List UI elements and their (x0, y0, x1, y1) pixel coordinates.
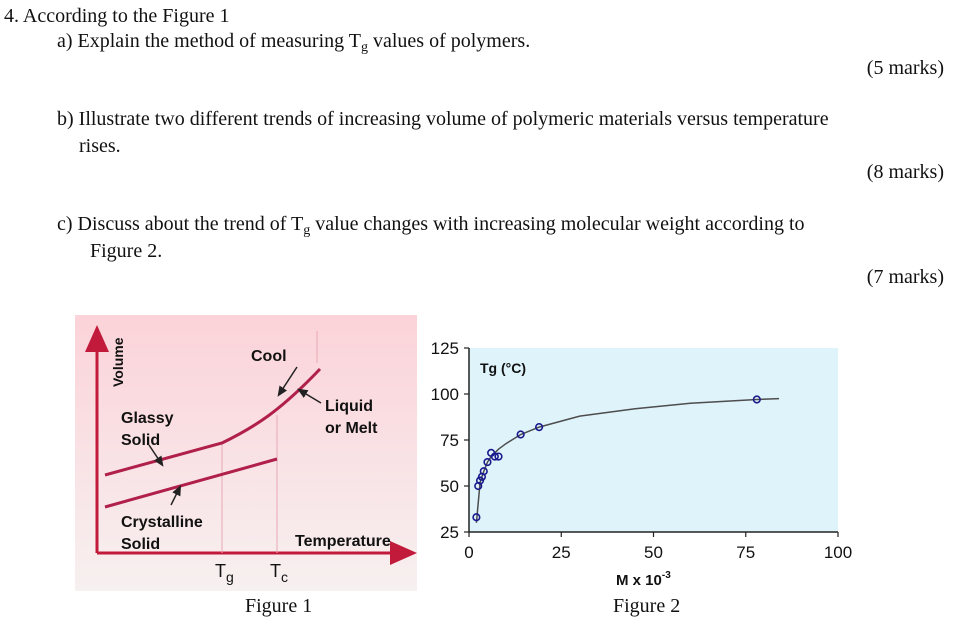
figure2-data-point (535, 423, 544, 432)
figure2-x-tick-label: 50 (644, 543, 663, 562)
figure1-tg-main: T (215, 561, 226, 581)
figure2-y-tick-label: 25 (440, 523, 459, 542)
question-a: a) Explain the method of measuring Tg va… (57, 31, 530, 55)
question-a-sub: g (361, 40, 368, 55)
figure1-tg-label: Tg (215, 561, 234, 585)
figure1-crystalline-line (104, 457, 278, 509)
figure1-volume-label: Volume (110, 337, 126, 387)
figure2-chart: 25 50 75 100 125 0 25 50 75 100 Tg (°C) M x 10-3 (431, 339, 853, 589)
question-c-pre: c) Discuss about the trend of T (57, 213, 304, 235)
question-b-line2: rises. (79, 135, 121, 157)
figure1-crystalline-label-2: Solid (121, 536, 160, 553)
figure1-tc-main: T (270, 561, 281, 581)
figure2-x-label: M x 10-3 (616, 570, 671, 589)
figure1-glassy-curve (104, 367, 322, 477)
question-c-marks: (7 marks) (866, 266, 944, 288)
figure2-data-point (752, 395, 761, 404)
figure1-glassy-label-2: Solid (121, 432, 160, 449)
figure2-y-tick-label: 75 (440, 431, 459, 450)
figure1-liquid-arrow (297, 388, 322, 404)
figure2-fit-curve (475, 397, 780, 523)
figure2-plot-background (469, 348, 838, 532)
figure2-data-point (479, 467, 488, 476)
question-c-line2: Figure 2. (90, 240, 163, 262)
figure1-liquid-label-2: or Melt (325, 420, 378, 437)
figure1-liquid-label-1: Liquid (325, 398, 373, 415)
figure1-glassy-arrow (148, 444, 164, 467)
figure1-background (75, 315, 417, 591)
figure1-crystalline-arrow (170, 484, 182, 506)
figure2-data-point (516, 430, 525, 439)
question-heading: 4. According to the Figure 1 (4, 5, 230, 27)
question-a-post: values of polymers. (368, 30, 531, 52)
figure1-caption: Figure 1 (245, 595, 313, 617)
figure2-data-point (483, 457, 492, 467)
figure1-tg-sub: g (226, 569, 234, 585)
question-a-marks: (5 marks) (866, 57, 944, 79)
figure2-x-tick-label: 25 (552, 543, 571, 562)
figure1-diagram: Volume Cool Glassy Solid Liquid or Melt … (75, 315, 417, 591)
question-c-sub: g (303, 223, 311, 238)
question-b-line1: b) Illustrate two different trends of in… (57, 108, 829, 130)
question-a-pre: a) Explain the method of measuring T (57, 30, 361, 52)
figure2-y-tick-label: 50 (440, 477, 459, 496)
figure2-y-tick-label: 100 (431, 385, 459, 404)
figure1-crystalline-label-1: Crystalline (121, 514, 203, 531)
question-b-marks: (8 marks) (866, 161, 944, 183)
figure2-caption: Figure 2 (613, 595, 681, 617)
figure2-y-tick-label: 125 (431, 339, 459, 358)
figure2-x-label-main: M x 10 (616, 572, 662, 589)
figure1-glassy-label-1: Glassy (121, 410, 174, 427)
figure1-tc-label: Tc (270, 561, 288, 585)
figure2-x-label-sup: -3 (662, 570, 671, 581)
question-c-post: value changes with increasing molecular … (310, 213, 805, 235)
figure2-x-tick-label: 100 (824, 543, 852, 562)
figure1-tc-sub: c (281, 569, 288, 585)
figure2-y-label: Tg (°C) (480, 360, 526, 376)
figure1-cool-label: Cool (251, 348, 287, 365)
figure2-data-point (494, 452, 503, 461)
figure1-cool-arrow (277, 366, 298, 397)
figure2-x-tick-label: 0 (464, 543, 473, 562)
figure1-temperature-label: Temperature (295, 533, 391, 550)
figure2-data-point (472, 513, 481, 522)
figure2-data-point (490, 452, 499, 461)
question-c: c) Discuss about the trend of Tg value c… (57, 214, 805, 238)
figure2-x-tick-label: 75 (736, 543, 755, 562)
